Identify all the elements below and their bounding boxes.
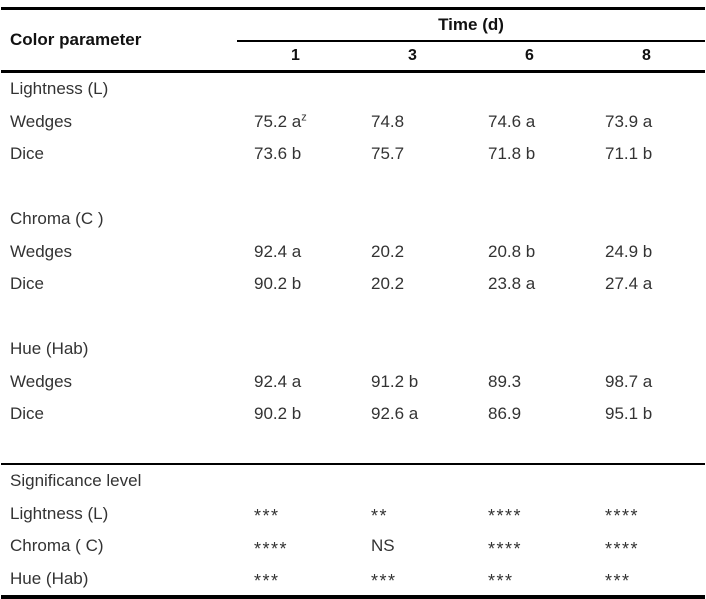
row-label: Dice — [10, 274, 45, 294]
cell-value: ** — [371, 506, 389, 527]
cell-value: 71.8 b — [488, 144, 536, 164]
cell-value: 89.3 — [488, 371, 522, 391]
table-row: Dice 73.6 b 75.7 71.8 b 71.1 b — [1, 138, 705, 171]
cell-value: 95.1 b — [605, 404, 653, 424]
cell-value: 20.2 — [371, 241, 405, 261]
row-label: Dice — [10, 144, 45, 164]
footnote-marker: z — [301, 111, 307, 124]
cell-value: 74.6 a — [488, 111, 536, 131]
cell-value: *** — [371, 571, 397, 592]
cell-value: **** — [488, 538, 523, 559]
time-header: Time (d) — [237, 8, 705, 42]
cell-value: *** — [254, 506, 280, 527]
cell-value: 92.4 a — [254, 241, 302, 261]
cell-value: 23.8 a — [488, 274, 536, 294]
cell-value: 27.4 a — [605, 274, 653, 294]
section-header-hue: Hue (Hab) — [10, 339, 89, 359]
cell-value: 74.8 — [371, 111, 405, 131]
cell-value: *** — [488, 571, 514, 592]
cell-value: **** — [605, 538, 640, 559]
cell-value: *** — [605, 571, 631, 592]
cell-value: 92.4 a — [254, 371, 302, 391]
row-label: Wedges — [10, 111, 73, 131]
cell-value: 20.8 b — [488, 241, 536, 261]
section-header-chroma: Chroma (C ) — [10, 209, 104, 229]
table-row: Hue (Hab) *** *** *** *** — [1, 563, 705, 598]
cell-value: 75.7 — [371, 144, 405, 164]
table-row: Wedges 75.2 az 74.8 74.6 a 73.9 a — [1, 106, 705, 139]
cell-value: NS — [371, 536, 395, 556]
row-label: Wedges — [10, 371, 73, 391]
table-row: Wedges 92.4 a 91.2 b 89.3 98.7 a — [1, 366, 705, 399]
corner-header: Color parameter — [1, 8, 237, 73]
table-row: Dice 90.2 b 92.6 a 86.9 95.1 b — [1, 398, 705, 431]
color-parameter-table: Color parameter Time (d) 1 3 6 8 Lightne… — [1, 7, 705, 599]
cell-value: 73.6 b — [254, 144, 302, 164]
row-label: Hue (Hab) — [10, 568, 89, 588]
cell-value: 91.2 b — [371, 371, 419, 391]
time-col-header-3: 3 — [354, 41, 471, 73]
section-row: Hue (Hab) — [1, 333, 705, 366]
spacer-row — [1, 301, 705, 334]
row-label: Lightness (L) — [10, 503, 109, 523]
time-col-header-6: 6 — [471, 41, 588, 73]
table-row: Chroma ( C) **** NS **** **** — [1, 530, 705, 563]
cell-value: 24.9 b — [605, 241, 653, 261]
table-row: Lightness (L) *** ** **** **** — [1, 498, 705, 531]
cell-value: **** — [605, 506, 640, 527]
time-col-header-1: 1 — [237, 41, 354, 73]
cell-value: *** — [254, 571, 280, 592]
cell-value: 90.2 b — [254, 274, 302, 294]
row-label: Wedges — [10, 241, 73, 261]
section-header-lightness: Lightness (L) — [10, 79, 109, 99]
cell-value: **** — [488, 506, 523, 527]
cell-value: 90.2 b — [254, 404, 302, 424]
table-row: Wedges 92.4 a 20.2 20.8 b 24.9 b — [1, 236, 705, 269]
row-label: Dice — [10, 404, 45, 424]
cell-value: **** — [254, 538, 289, 559]
significance-header: Significance level — [1, 463, 237, 498]
row-label: Chroma ( C) — [10, 536, 104, 556]
section-row: Chroma (C ) — [1, 203, 705, 236]
cell-value: 98.7 a — [605, 371, 653, 391]
section-row: Significance level — [1, 463, 705, 498]
table-row: Dice 90.2 b 20.2 23.8 a 27.4 a — [1, 268, 705, 301]
spacer-row — [1, 171, 705, 204]
cell-value: 71.1 b — [605, 144, 653, 164]
cell-value: 73.9 a — [605, 111, 653, 131]
cell-value: 20.2 — [371, 274, 405, 294]
cell-value: 86.9 — [488, 404, 522, 424]
cell-value: 75.2 az — [254, 111, 307, 131]
cell-value: 92.6 a — [371, 404, 419, 424]
section-row: Lightness (L) — [1, 72, 705, 106]
time-col-header-8: 8 — [588, 41, 705, 73]
spacer-row — [1, 431, 705, 465]
